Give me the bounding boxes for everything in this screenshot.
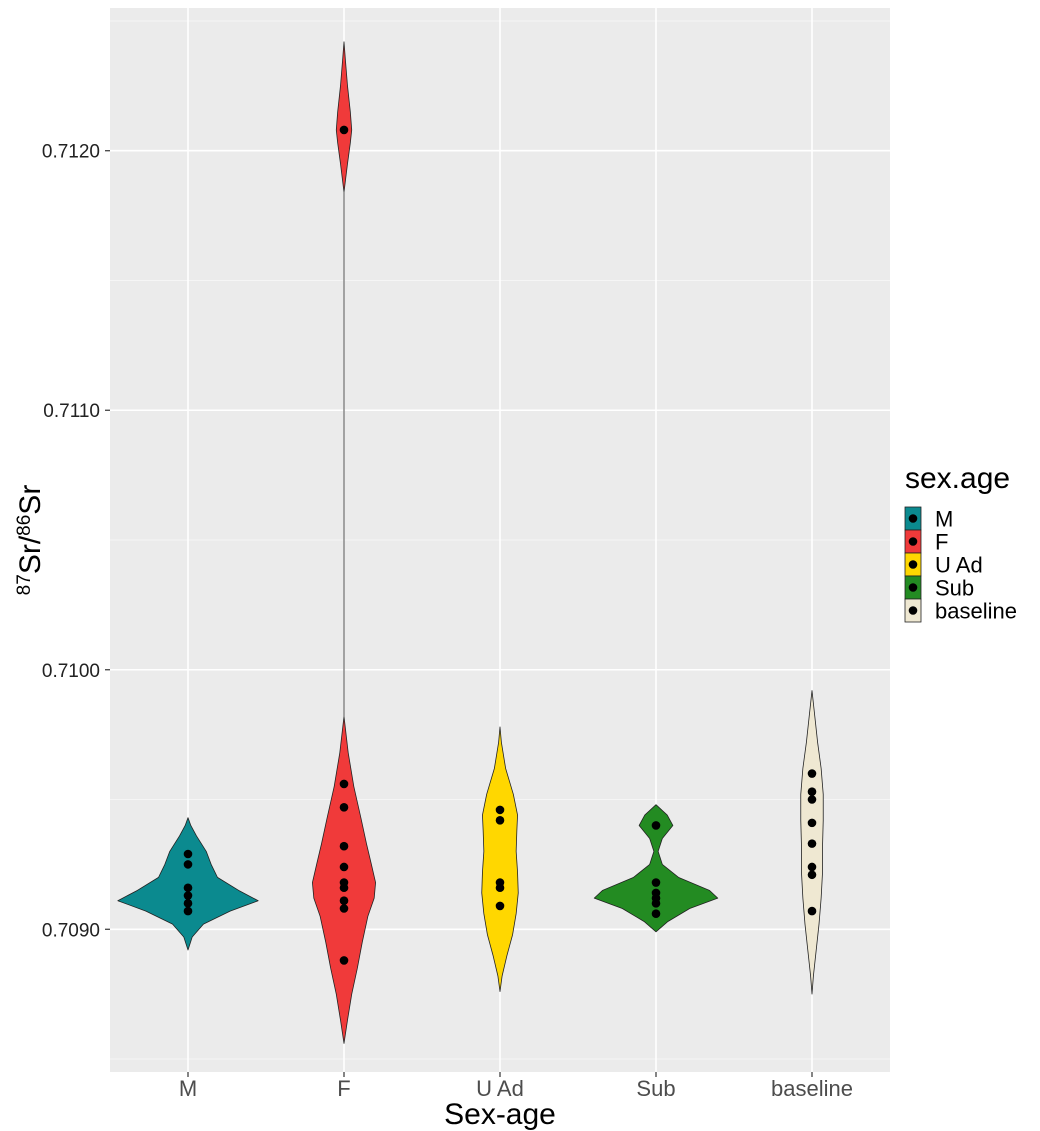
point-u-ad — [495, 815, 505, 825]
x-tick-label: F — [337, 1076, 350, 1101]
legend-key-point — [908, 606, 918, 615]
point-u-ad — [495, 883, 505, 893]
legend-item: F — [904, 530, 948, 555]
legend-item: U Ad — [904, 553, 983, 578]
point-baseline — [807, 795, 817, 804]
point-sub — [651, 899, 661, 908]
point-f — [339, 896, 349, 906]
legend-label: Sub — [935, 576, 974, 601]
y-axis-title: 87Sr/86Sr — [14, 485, 48, 596]
point-m — [183, 899, 193, 908]
point-u-ad — [495, 805, 505, 815]
data-points — [183, 125, 817, 965]
point-m — [183, 860, 193, 869]
legend-key-point — [908, 514, 918, 523]
point-m — [183, 906, 193, 916]
point-baseline — [807, 862, 817, 872]
y-tick-label: 0.7100 — [42, 661, 100, 682]
legend-item: M — [904, 507, 953, 532]
point-m — [183, 883, 193, 893]
legend-label: U Ad — [935, 553, 983, 578]
x-axis-ticks: M F U Ad Sub baseline — [179, 1072, 853, 1101]
x-tick-label: Sub — [636, 1076, 675, 1101]
x-axis-title: Sex-age — [444, 1098, 556, 1131]
point-baseline — [807, 906, 817, 916]
legend-label: F — [935, 530, 948, 555]
violin-u-ad — [481, 726, 519, 992]
point-m — [183, 891, 193, 900]
y-axis-title-sup2: 86 — [14, 515, 35, 536]
point-f — [339, 883, 349, 893]
y-tick-label: 0.7110 — [43, 401, 100, 422]
point-sub — [651, 878, 661, 887]
point-sub — [651, 821, 661, 830]
point-u-ad — [495, 901, 505, 911]
point-baseline — [807, 769, 817, 778]
legend-key-point — [908, 560, 918, 569]
legend-key-point — [908, 583, 918, 592]
y-tick-label: 0.7090 — [42, 920, 100, 941]
point-baseline — [807, 818, 817, 828]
point-baseline — [807, 787, 817, 797]
legend-item: baseline — [904, 599, 1017, 624]
legend-label: M — [935, 507, 953, 532]
x-tick-label: baseline — [771, 1076, 853, 1101]
legend-item: Sub — [904, 576, 974, 601]
y-axis-title-base1: Sr/ — [14, 535, 47, 574]
point-f — [339, 125, 349, 135]
point-f — [339, 802, 349, 812]
legend-key-point — [908, 537, 918, 546]
legend-title: sex.age — [905, 462, 1010, 495]
y-axis-title-sup1: 87 — [14, 574, 35, 595]
point-f — [339, 841, 349, 851]
point-baseline — [807, 839, 817, 848]
point-baseline — [807, 870, 817, 880]
y-tick-label: 0.7120 — [42, 142, 100, 163]
y-axis-ticks: 0.7090 0.7100 0.7110 0.7120 — [42, 142, 110, 941]
x-tick-label: M — [179, 1076, 197, 1101]
point-m — [183, 849, 193, 859]
point-f — [339, 862, 349, 872]
y-axis-title-base2: Sr — [14, 485, 47, 515]
point-sub — [651, 909, 661, 918]
point-f — [339, 779, 349, 789]
point-f — [339, 956, 349, 965]
x-tick-label: U Ad — [476, 1076, 524, 1101]
point-f — [339, 904, 349, 913]
violin-sub — [593, 804, 719, 933]
legend-label: baseline — [935, 599, 1017, 624]
